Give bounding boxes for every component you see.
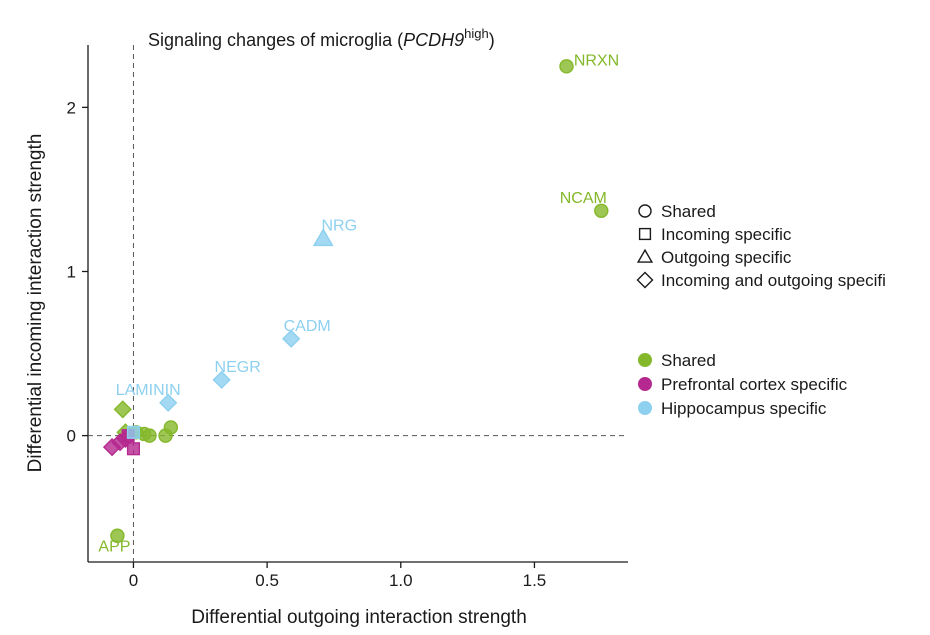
legend-shared-label: Shared <box>661 351 716 370</box>
point-shared-diamond <box>113 400 132 419</box>
x-axis-title: Differential outgoing interaction streng… <box>191 607 527 628</box>
point-prefrontal-cortex-specific-square <box>126 442 140 456</box>
legend-hippocampus-specific-swatch <box>638 401 652 415</box>
point-ncam <box>594 203 609 218</box>
point-label-nrg: NRG <box>321 218 357 235</box>
point-cadm <box>282 329 301 348</box>
color-legend: Shared Prefrontal cortex specific Hippocam… <box>638 351 848 418</box>
legend-prefrontal-cortex-specific-label: Prefrontal cortex specific <box>661 375 848 394</box>
legend-incoming-and-outgoing-specifi-label: Incoming and outgoing specifi <box>661 271 886 290</box>
data-points <box>102 59 609 543</box>
y-tick-label: 0 <box>67 427 76 446</box>
point-label-negr: NEGR <box>215 359 261 376</box>
legend-outgoing-specific-label: Outgoing specific <box>661 248 792 267</box>
legend-circle-symbol <box>638 204 652 218</box>
point-hippocampus-specific-square <box>126 425 140 439</box>
legend-shared-label: Shared <box>661 202 716 221</box>
chart-title-prefix: Signaling changes of microglia ( <box>148 30 403 50</box>
x-axis-ticks: 0 0.5 1.0 1.5 <box>129 562 547 590</box>
x-tick-label: 0 <box>129 571 138 590</box>
point-nrxn <box>559 59 574 74</box>
x-tick-label: 1.0 <box>389 571 413 590</box>
chart-title-suffix: ) <box>489 30 495 50</box>
legend-square-symbol <box>638 227 652 241</box>
y-tick-label: 2 <box>67 98 76 117</box>
x-tick-label: 0.5 <box>255 571 279 590</box>
chart-title-gene: PCDH9 <box>403 30 464 50</box>
point-label-app: APP <box>98 539 130 556</box>
point-nrg <box>312 228 334 247</box>
plot-background <box>87 45 628 563</box>
point-shared-circle <box>158 428 173 443</box>
legend-prefrontal-cortex-specific-swatch <box>638 377 652 391</box>
point-label-cadm: CADM <box>284 318 331 335</box>
y-axis-ticks: 0 1 2 <box>67 98 88 446</box>
legend-hippocampus-specific-label: Hippocampus specific <box>661 399 827 418</box>
point-app <box>110 528 125 543</box>
y-tick-label: 1 <box>67 262 76 281</box>
x-tick-label: 1.5 <box>523 571 547 590</box>
chart-title-superscript: high <box>464 26 489 41</box>
legend-diamond-symbol <box>636 271 654 289</box>
point-negr <box>212 370 231 389</box>
legend-triangle-symbol <box>636 248 654 263</box>
point-label-nrxn: NRXN <box>574 52 619 69</box>
y-axis-title: Differential incoming interaction streng… <box>25 134 46 473</box>
legend-shared-swatch <box>638 353 652 367</box>
reference-lines <box>88 45 628 562</box>
legend-incoming-specific-label: Incoming specific <box>661 225 792 244</box>
chart-title: Signaling changes of microglia (PCDH9hig… <box>148 26 495 50</box>
point-label-ncam: NCAM <box>560 190 607 207</box>
shape-legend: Shared Incoming specific Outgoing specific… <box>636 202 886 290</box>
point-laminin <box>159 393 178 412</box>
point-labels: NRXN NCAM NRG CADM NEGR LAMININ APP <box>98 52 619 555</box>
point-label-laminin: LAMININ <box>116 382 181 399</box>
